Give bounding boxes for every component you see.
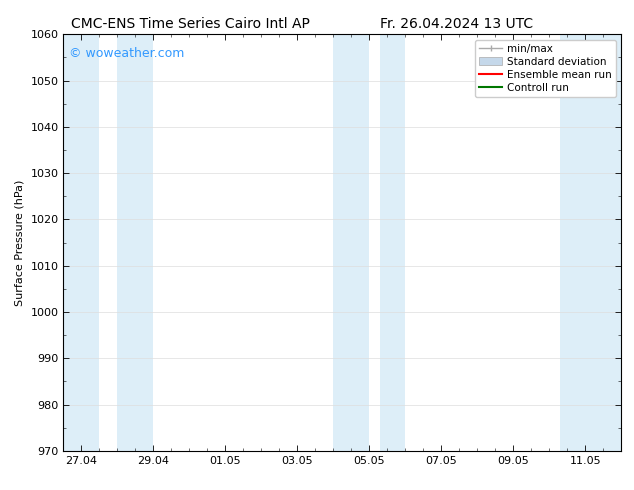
Text: © woweather.com: © woweather.com xyxy=(69,47,184,60)
Text: Fr. 26.04.2024 13 UTC: Fr. 26.04.2024 13 UTC xyxy=(380,17,533,31)
Bar xyxy=(380,34,405,451)
Bar xyxy=(333,34,370,451)
Bar xyxy=(117,34,153,451)
Y-axis label: Surface Pressure (hPa): Surface Pressure (hPa) xyxy=(15,179,25,306)
Text: CMC-ENS Time Series Cairo Intl AP: CMC-ENS Time Series Cairo Intl AP xyxy=(71,17,309,31)
Bar xyxy=(560,34,621,451)
Bar xyxy=(63,34,100,451)
Legend: min/max, Standard deviation, Ensemble mean run, Controll run: min/max, Standard deviation, Ensemble me… xyxy=(475,40,616,97)
